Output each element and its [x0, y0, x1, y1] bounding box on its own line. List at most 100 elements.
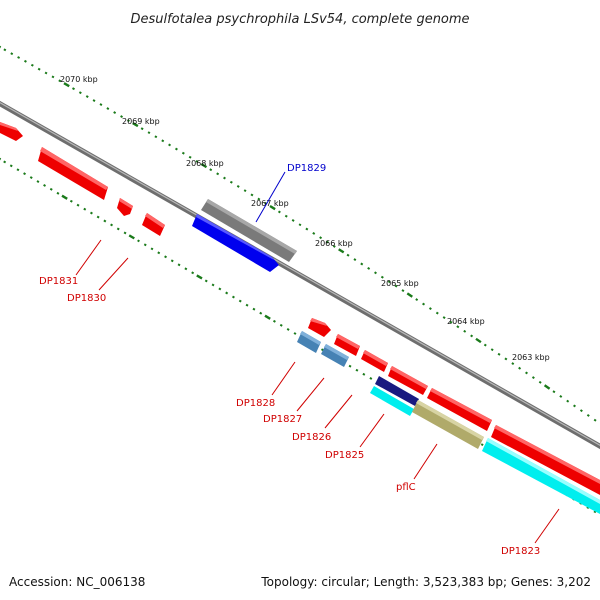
gene-cyan-small[interactable]: [370, 386, 414, 416]
gene-dp1829-gray[interactable]: [201, 199, 297, 262]
gene-dp1827[interactable]: [321, 344, 349, 367]
inner-minor-tick: [272, 319, 276, 323]
gene-dp1831[interactable]: [38, 147, 108, 200]
inner-minor-tick: [103, 219, 107, 223]
outer-minor-tick: [593, 418, 597, 422]
outer-minor-tick: [367, 266, 371, 270]
gene-dp1826[interactable]: [361, 350, 388, 372]
kbp-label-2069: 2069 kbp: [122, 117, 160, 126]
inner-minor-tick: [56, 191, 60, 195]
inner-major-tick: [128, 234, 135, 240]
label-connectors: [75, 171, 560, 544]
kbp-label-2068: 2068 kbp: [186, 159, 224, 168]
gene-red-b[interactable]: [334, 334, 360, 356]
gene-red-c[interactable]: [427, 388, 492, 431]
inner-minor-tick: [29, 176, 33, 179]
outer-minor-tick: [85, 95, 89, 98]
outer-minor-tick: [380, 275, 384, 279]
gene-dp1828[interactable]: [297, 331, 321, 353]
label-dp1825[interactable]: DP1825: [325, 450, 364, 461]
label-dp1829[interactable]: DP1829: [287, 163, 326, 174]
inner-minor-tick: [586, 506, 590, 509]
inner-minor-tick: [362, 372, 366, 376]
outer-minor-tick: [346, 253, 350, 257]
label-dp1831[interactable]: DP1831: [39, 276, 78, 287]
gene-pflc[interactable]: [412, 400, 484, 449]
reverse-genes-left: [0, 122, 165, 236]
label-dp1826[interactable]: DP1826: [292, 432, 331, 443]
outer-tick-ring: [0, 45, 597, 422]
inner-major-tick: [196, 274, 203, 280]
gene-dp1830[interactable]: [142, 213, 165, 236]
label-dp1827[interactable]: DP1827: [263, 414, 302, 425]
outer-minor-tick: [538, 380, 542, 384]
outer-minor-tick: [456, 325, 460, 329]
outer-minor-tick: [120, 115, 124, 118]
inner-minor-tick: [177, 263, 181, 267]
outer-minor-tick: [216, 172, 220, 176]
outer-minor-tick: [257, 197, 261, 201]
kbp-label-2066: 2066 kbp: [315, 239, 353, 248]
inner-minor-tick: [293, 332, 297, 335]
label-dp1830[interactable]: DP1830: [67, 293, 106, 304]
outer-minor-tick: [525, 371, 528, 375]
outer-minor-tick: [325, 240, 329, 244]
outer-minor-tick: [188, 155, 192, 159]
outer-minor-tick: [78, 91, 82, 95]
gene-navy[interactable]: [375, 376, 419, 406]
gene-left-edge[interactable]: [0, 122, 23, 141]
outer-minor-tick: [291, 219, 295, 222]
label-dp1828[interactable]: DP1828: [236, 398, 275, 409]
outer-major-tick: [475, 337, 482, 344]
gene-dp1829[interactable]: [192, 214, 279, 272]
kbp-label-2064: 2064 kbp: [447, 317, 485, 326]
outer-major-tick: [0, 45, 2, 49]
outer-minor-tick: [168, 143, 172, 147]
gene-red-d[interactable]: [491, 425, 600, 495]
kbp-labels: 2070 kbp 2069 kbp 2068 kbp 2067 kbp 2066…: [60, 75, 550, 362]
outer-minor-tick: [586, 413, 590, 417]
outer-minor-tick: [401, 289, 405, 293]
outer-minor-tick: [223, 176, 226, 180]
outer-minor-tick: [319, 236, 323, 240]
outer-minor-tick: [332, 244, 336, 248]
topology-text: Topology: circular; Length: 3,523,383 bp…: [260, 575, 591, 589]
outer-major-tick: [269, 204, 276, 211]
label-dp1823[interactable]: DP1823: [501, 546, 540, 557]
inner-minor-tick: [9, 164, 13, 168]
inner-minor-tick: [23, 172, 27, 176]
outer-minor-tick: [394, 284, 398, 288]
genes-right-cluster: [297, 318, 600, 514]
label-pflc[interactable]: pflC: [396, 482, 416, 493]
outer-minor-tick: [579, 409, 583, 413]
outer-minor-tick: [573, 404, 576, 408]
inner-minor-tick: [204, 279, 208, 283]
outer-minor-tick: [422, 302, 426, 306]
inner-minor-tick: [16, 168, 20, 172]
outer-minor-tick: [174, 147, 178, 151]
outer-minor-tick: [387, 280, 391, 284]
gene-dp1823[interactable]: [482, 438, 600, 514]
inner-minor-tick: [157, 251, 161, 255]
inner-minor-tick: [150, 247, 154, 251]
inner-minor-tick: [593, 510, 597, 514]
gene-dp1830a[interactable]: [117, 198, 133, 216]
outer-major-tick: [132, 122, 139, 128]
outer-minor-tick: [449, 320, 453, 324]
outer-minor-tick: [360, 262, 364, 266]
outer-minor-tick: [490, 348, 494, 352]
inner-minor-tick: [191, 271, 195, 275]
map-title: Desulfotalea psychrophila LSv54, complet…: [130, 12, 469, 27]
outer-minor-tick: [435, 311, 439, 315]
gene-dp1825[interactable]: [388, 366, 428, 395]
accession-text: Accession: NC_006138: [9, 575, 145, 589]
gene-red-a[interactable]: [308, 318, 331, 337]
outer-minor-tick: [511, 362, 515, 366]
outer-major-tick: [543, 384, 551, 390]
forward-genes: [192, 199, 297, 272]
outer-minor-tick: [497, 352, 501, 356]
inner-minor-tick: [245, 303, 249, 307]
kbp-label-2063: 2063 kbp: [512, 353, 550, 362]
outer-minor-tick: [140, 127, 144, 131]
outer-minor-tick: [30, 63, 34, 67]
